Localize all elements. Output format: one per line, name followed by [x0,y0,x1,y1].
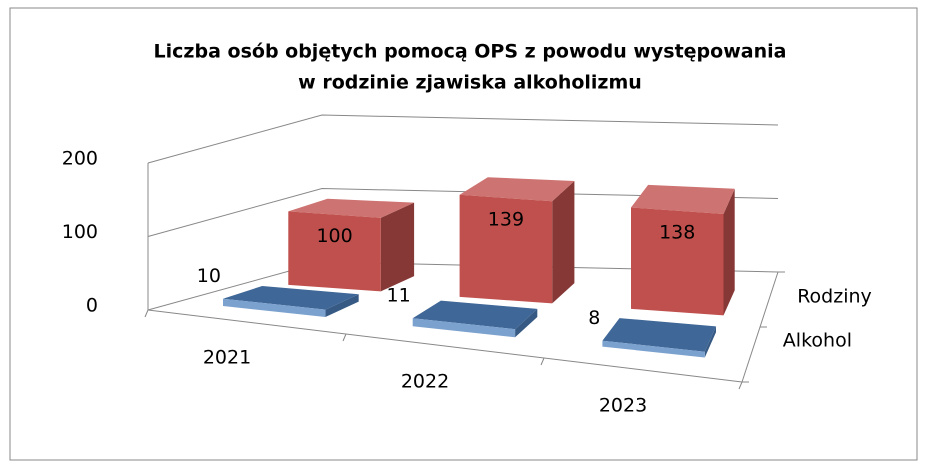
bar-top [459,177,575,202]
bar-side [380,202,415,292]
data-label: 138 [659,221,695,243]
bar-top [223,286,359,310]
data-label: 100 [316,225,352,247]
grid-line [147,114,779,164]
bar [459,194,553,304]
legend-label: Alkohol [783,330,852,352]
grid-line [147,187,779,237]
data-label: 8 [588,307,600,329]
x-axis [147,309,743,383]
x-tick-label: 2023 [599,395,647,417]
bar-side [704,326,716,358]
bar [288,211,381,292]
x-tick [738,381,743,390]
bar [631,207,724,316]
bar-top [288,198,415,218]
bar-top [602,318,716,352]
x-tick [540,357,545,366]
data-label: 139 [488,209,524,231]
bar [412,318,516,338]
data-label: 11 [386,285,410,307]
y-tick-label: 200 [62,148,98,170]
x-tick [342,333,347,342]
x-tick [144,309,149,318]
bar-side [325,294,359,317]
chart-title: Liczba osób objętych pomocą OPS z powodu… [154,41,787,63]
bar-side [515,308,538,338]
legend-label: Rodziny [797,286,872,308]
x-tick-label: 2022 [401,371,449,393]
chart-subtitle: w rodzinie zjawiska alkoholizmu [298,72,642,94]
bar-top [631,184,735,214]
y-tick-label: 0 [86,295,98,317]
bar-top [412,300,538,330]
y-tick-label: 100 [62,221,98,243]
data-label: 10 [197,265,221,287]
bar [602,340,705,358]
bar-side [552,181,575,304]
bar [223,298,326,317]
bar-side [723,188,735,316]
x-tick-label: 2021 [203,347,251,369]
